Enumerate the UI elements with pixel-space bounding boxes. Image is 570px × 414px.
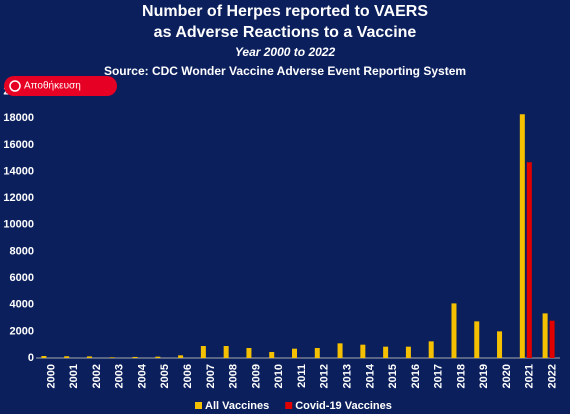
bar [497,331,503,358]
x-tick-label: 2020 [501,364,513,388]
chart-title: as Adverse Reactions to a Vaccine [154,24,417,41]
bar [155,356,161,358]
bar [428,341,434,358]
save-button-bg [4,76,117,96]
bar [178,355,184,358]
save-button[interactable]: Αποθήκευση [4,76,117,96]
x-tick-label: 2011 [296,364,308,388]
x-tick-label: 2021 [524,364,536,388]
bar [223,346,229,358]
y-tick-label: 16000 [3,139,34,151]
x-tick-label: 2012 [319,364,331,388]
bar [405,346,411,358]
bar [41,356,47,358]
x-tick-label: 2003 [114,364,126,388]
bar [86,356,92,358]
x-tick-label: 2007 [205,364,217,388]
chart-subtitle: Year 2000 to 2022 [235,45,336,59]
x-tick-label: 2015 [387,364,399,388]
x-tick-label: 2004 [136,363,148,388]
y-tick-label: 12000 [3,192,34,204]
y-tick-label: 0 [28,352,34,364]
chart-source: Source: CDC Wonder Vaccine Adverse Event… [104,64,466,78]
legend-swatch [195,402,202,409]
x-tick-label: 2001 [68,364,80,388]
x-tick-label: 2013 [341,364,353,388]
x-tick-label: 2009 [250,364,262,388]
y-tick-label: 18000 [3,112,34,124]
save-button-label: Αποθήκευση [24,80,81,92]
save-button-icon [9,80,21,92]
bar [383,346,389,358]
bar [109,357,115,358]
y-tick-label: 14000 [3,165,34,177]
bar [526,162,532,358]
bar [542,313,548,358]
bar [246,348,252,358]
y-tick-label: 4000 [10,299,34,311]
y-tick-label: 2000 [10,325,34,337]
x-tick-label: 2000 [45,364,57,388]
x-tick-label: 2010 [273,364,285,388]
legend-label: Covid-19 Vaccines [295,400,392,412]
bar [314,348,320,358]
legend-label: All Vaccines [205,400,269,412]
x-tick-label: 2008 [228,364,240,388]
x-tick-label: 2014 [364,363,376,388]
chart-title: Number of Herpes reported to VAERS [142,3,428,20]
x-tick-label: 2018 [455,364,467,388]
bar [337,343,343,358]
x-tick-label: 2017 [433,364,445,388]
y-tick-label: 6000 [10,272,34,284]
y-tick-label: 10000 [3,219,34,231]
y-tick-label: 8000 [10,245,34,257]
x-tick-label: 2002 [91,364,103,388]
bar [474,321,480,358]
bar [200,346,206,358]
bar [132,356,138,358]
bar [549,320,555,358]
bar [360,344,366,358]
x-tick-label: 2006 [182,364,194,388]
bar [64,356,70,358]
x-tick-label: 2022 [547,364,559,388]
legend-swatch [285,402,293,409]
bar [519,114,525,358]
x-tick-label: 2016 [410,364,422,388]
x-tick-label: 2005 [159,364,171,388]
x-tick-label: 2019 [478,364,490,388]
bar [292,348,297,358]
bar [269,352,275,358]
bar [451,303,457,358]
